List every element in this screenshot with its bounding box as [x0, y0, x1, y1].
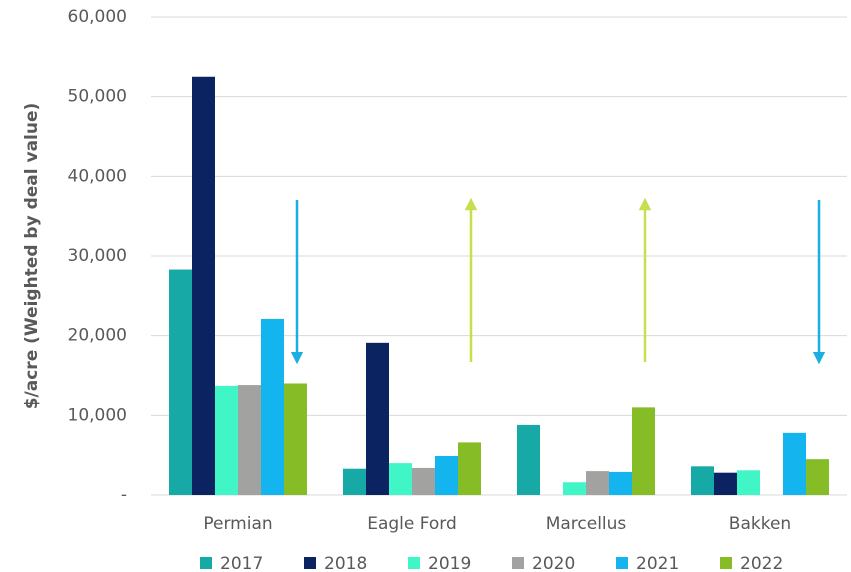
bar — [586, 471, 609, 495]
legend-swatch — [720, 557, 732, 569]
y-tick-label: 60,000 — [68, 7, 127, 27]
bar — [215, 385, 238, 495]
bar — [632, 407, 655, 495]
y-axis-label: $/acre (Weighted by deal value) — [22, 103, 42, 410]
legend-label: 2017 — [220, 554, 263, 572]
bar — [284, 383, 307, 495]
y-tick-label: 20,000 — [68, 326, 127, 346]
bar — [458, 442, 481, 495]
bar — [412, 467, 435, 495]
bar — [806, 459, 829, 495]
legend-swatch — [304, 557, 316, 569]
bar — [343, 468, 366, 495]
x-tick-label: Bakken — [729, 514, 791, 534]
y-tick-label: 50,000 — [68, 87, 127, 107]
bar — [609, 471, 632, 495]
bar — [691, 466, 714, 495]
bar — [563, 482, 586, 495]
legend-swatch — [616, 557, 628, 569]
x-tick-label: Marcellus — [546, 514, 627, 534]
legend-label: 2022 — [740, 554, 783, 572]
legend-swatch — [408, 557, 420, 569]
y-tick-label: 10,000 — [68, 405, 127, 425]
y-tick-label: 40,000 — [68, 166, 127, 186]
x-tick-label: Eagle Ford — [367, 514, 457, 534]
legend-label: 2020 — [532, 554, 575, 572]
bar — [192, 76, 215, 495]
bar — [261, 318, 284, 495]
y-tick-label: 30,000 — [68, 246, 127, 266]
legend-label: 2018 — [324, 554, 367, 572]
y-tick-label: - — [121, 485, 127, 505]
legend-label: 2019 — [428, 554, 471, 572]
bar — [238, 385, 261, 495]
bar — [783, 432, 806, 495]
bar — [737, 470, 760, 495]
bar — [517, 424, 540, 495]
legend-label: 2021 — [636, 554, 679, 572]
bar — [714, 472, 737, 495]
legend-swatch — [200, 557, 212, 569]
bar — [366, 342, 389, 495]
bar — [435, 455, 458, 495]
x-tick-label: Permian — [203, 514, 272, 534]
legend-swatch — [512, 557, 524, 569]
bar — [389, 463, 412, 495]
bar — [169, 269, 192, 495]
